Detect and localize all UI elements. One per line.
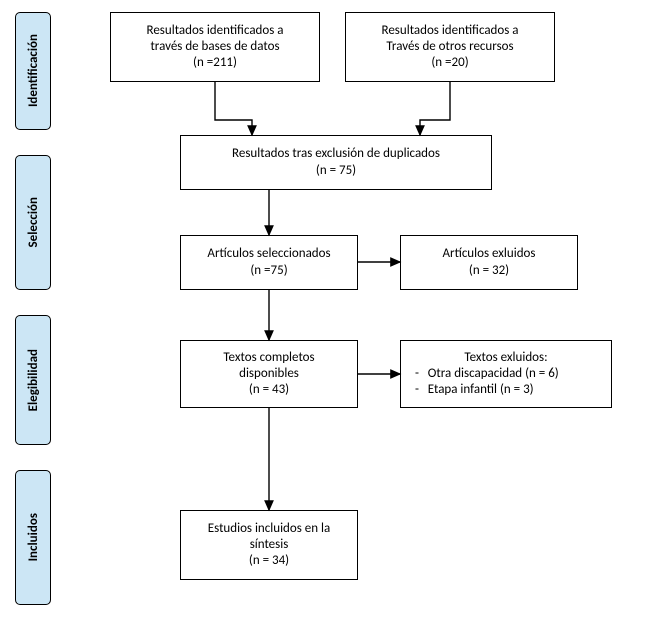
node-bullet: - Otra discapacidad (n = 6) bbox=[415, 366, 603, 382]
node-text: (n =211) bbox=[193, 55, 237, 71]
node-excluidos-1: Artículos exluidos (n = 32) bbox=[400, 235, 578, 290]
node-duplicados: Resultados tras exclusión de duplicados … bbox=[180, 135, 492, 190]
arrow bbox=[420, 82, 450, 135]
node-text: (n =75) bbox=[250, 263, 287, 279]
stage-elegibilidad: Elegibilidad bbox=[15, 315, 51, 445]
node-text: Estudios incluidos en la bbox=[208, 521, 330, 537]
node-text: (n = 75) bbox=[316, 163, 356, 179]
arrow bbox=[215, 82, 252, 135]
node-excluidos-2: Textos exluidos: - Otra discapacidad (n … bbox=[400, 340, 612, 408]
stage-label-text: Identificación bbox=[26, 34, 41, 107]
stage-incluidos: Incluidos bbox=[15, 470, 51, 605]
node-text: Textos completos bbox=[223, 350, 314, 366]
node-bullet: - Etapa infantil (n = 3) bbox=[415, 382, 603, 398]
node-text: Resultados identificados a bbox=[147, 23, 284, 39]
stage-label-text: Incluidos bbox=[26, 513, 41, 561]
node-seleccionados: Artículos seleccionados (n =75) bbox=[180, 235, 358, 290]
node-text: Resultados identificados a bbox=[382, 23, 519, 39]
node-incluidos: Estudios incluidos en la síntesis (n = 3… bbox=[180, 510, 358, 580]
node-text: (n = 43) bbox=[249, 382, 289, 398]
node-text: (n =20) bbox=[431, 55, 468, 71]
node-text: Artículos seleccionados bbox=[207, 246, 330, 262]
stage-seleccion: Selección bbox=[15, 155, 51, 290]
node-db: Resultados identificados a través de bas… bbox=[110, 12, 320, 82]
node-text: síntesis bbox=[250, 537, 289, 553]
node-otros: Resultados identificados a Través de otr… bbox=[345, 12, 555, 82]
stage-label-text: Selección bbox=[26, 197, 41, 247]
node-text: Través de otros recursos bbox=[386, 39, 513, 55]
node-text: Artículos exluidos bbox=[443, 246, 536, 262]
stage-identificacion: Identificación bbox=[15, 12, 51, 130]
node-text: disponibles bbox=[239, 366, 299, 382]
node-title: Textos exluidos: bbox=[409, 350, 603, 366]
node-text: (n = 32) bbox=[469, 263, 509, 279]
node-text: Resultados tras exclusión de duplicados bbox=[232, 146, 440, 162]
stage-label-text: Elegibilidad bbox=[26, 349, 41, 411]
node-text: través de bases de datos bbox=[150, 39, 279, 55]
node-text: (n = 34) bbox=[249, 553, 289, 569]
node-textos-completos: Textos completos disponibles (n = 43) bbox=[180, 340, 358, 408]
